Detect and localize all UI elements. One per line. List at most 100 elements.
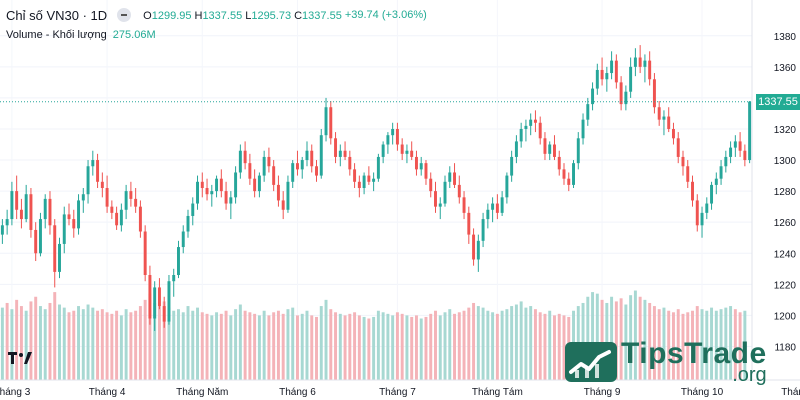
candle-body xyxy=(457,184,461,198)
x-tick-label: Tháng 7 xyxy=(379,387,416,398)
y-tick-label: 1380 xyxy=(774,32,797,43)
candle-body xyxy=(129,191,133,199)
candle-body xyxy=(134,198,138,207)
candle-body xyxy=(462,197,466,213)
candle-body xyxy=(738,141,742,151)
volume-bar xyxy=(305,310,309,380)
volume-bar xyxy=(671,312,675,380)
volume-bar xyxy=(329,309,333,380)
candle-body xyxy=(486,209,490,220)
candle-body xyxy=(729,147,733,157)
volume-bar xyxy=(0,307,4,380)
candle-body xyxy=(453,172,457,185)
time-axis[interactable]: Tháng 3 Tháng 4 Tháng Năm Tháng 6 Tháng 7 Thá… xyxy=(0,379,800,398)
volume-bar xyxy=(386,313,390,380)
volume-bar xyxy=(600,299,604,380)
volume-bar xyxy=(743,310,747,380)
candle-body xyxy=(443,181,447,204)
candle-body xyxy=(167,281,171,322)
candle-body xyxy=(38,219,42,254)
symbol-title[interactable]: Chỉ số VN30 · 1D xyxy=(6,7,108,23)
volume-bar xyxy=(177,309,180,380)
volume-bar xyxy=(400,313,404,380)
last-price-tag: 1337.55 xyxy=(756,93,800,110)
volume-bar xyxy=(167,307,171,380)
volume-bar xyxy=(529,306,533,380)
volume-bar xyxy=(234,309,238,380)
candle-body xyxy=(324,107,328,136)
volume-bar xyxy=(729,306,733,380)
candle-body xyxy=(448,172,452,182)
volume-bar xyxy=(5,302,9,380)
candle-body xyxy=(543,138,547,154)
volume-bar xyxy=(443,312,447,380)
candle-body xyxy=(62,214,66,244)
candle-body xyxy=(353,169,357,182)
candle-body xyxy=(686,166,690,182)
volume-bar xyxy=(248,312,252,380)
ohlc-low: L1295.73 xyxy=(245,10,292,22)
volume-bar xyxy=(196,307,199,380)
volume-bar xyxy=(91,307,95,380)
volume-bar xyxy=(362,316,366,380)
candle-body xyxy=(633,57,637,67)
candle-body xyxy=(357,181,361,189)
candle-body xyxy=(162,306,166,322)
candle-body xyxy=(424,163,428,179)
tradingview-logo-icon[interactable] xyxy=(8,350,32,370)
volume-bar xyxy=(172,310,176,380)
candle-body xyxy=(286,181,290,210)
candle-body xyxy=(343,150,347,157)
candle-body xyxy=(538,122,542,139)
volume-bar xyxy=(262,310,266,380)
candle-body xyxy=(386,135,390,145)
candle-body xyxy=(319,135,323,176)
candle-body xyxy=(100,181,104,189)
candle-body xyxy=(600,69,604,80)
candle-body xyxy=(705,203,709,213)
candle-body xyxy=(234,172,238,198)
candle-body xyxy=(667,116,671,129)
volume-bar xyxy=(462,310,466,380)
volume-bar xyxy=(562,315,566,380)
candle-body xyxy=(619,82,623,105)
volume-bar xyxy=(733,309,737,380)
candle-body xyxy=(305,150,309,161)
y-tick-label: 1260 xyxy=(774,218,797,229)
volume-bar xyxy=(381,312,385,380)
x-tick-label: Tháng 4 xyxy=(89,387,126,398)
candle-body xyxy=(524,125,528,129)
volume-bar xyxy=(524,307,528,380)
volume-bar xyxy=(272,312,276,380)
volume-bar xyxy=(281,313,285,380)
candle-body xyxy=(572,163,575,185)
volume-bar xyxy=(153,302,157,380)
candle-body xyxy=(329,107,333,139)
collapse-icon[interactable] xyxy=(117,8,132,22)
candle-body xyxy=(429,178,433,192)
candle-body xyxy=(253,178,257,192)
volume-bar xyxy=(357,315,361,380)
volume-bar xyxy=(353,312,357,380)
volume-bar xyxy=(324,299,328,380)
candle-body xyxy=(691,181,694,201)
volume-bar xyxy=(53,292,57,380)
candle-body xyxy=(229,197,233,204)
price-axis[interactable]: 1180120012201240126012801300132013401360… xyxy=(751,0,797,380)
volume-bar xyxy=(276,310,280,380)
y-tick-label: 1360 xyxy=(774,63,797,74)
volume-label[interactable]: Volume - Khối lượng xyxy=(6,29,107,41)
volume-bar xyxy=(205,313,209,380)
candle-body xyxy=(186,215,190,232)
volume-bar xyxy=(457,312,461,380)
candle-body xyxy=(172,275,176,282)
volume-bar xyxy=(591,292,595,380)
candle-body xyxy=(748,101,752,161)
candle-body xyxy=(605,73,609,80)
volume-bar xyxy=(100,309,104,380)
volume-bar xyxy=(67,312,71,380)
volume-bar xyxy=(505,309,509,380)
volume-bar xyxy=(643,299,647,380)
candle-body xyxy=(191,203,195,216)
